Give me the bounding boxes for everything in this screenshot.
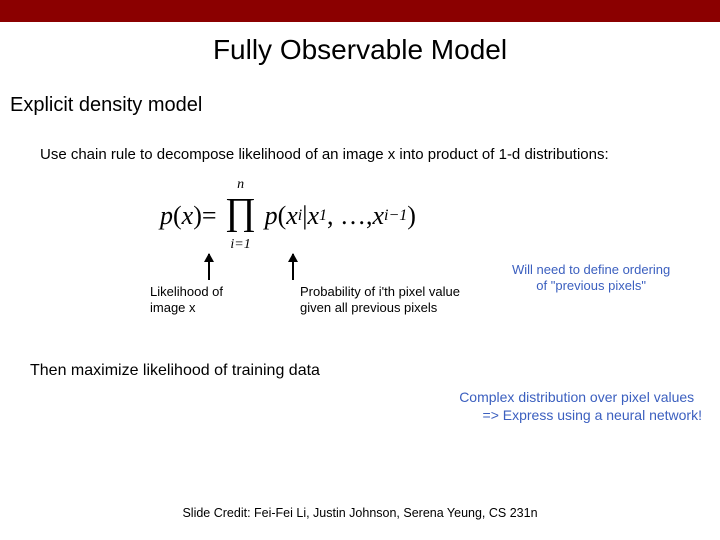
slide-subtitle: Explicit density model (10, 94, 720, 117)
arrow-left (208, 254, 210, 280)
complex-distribution-note: Complex distribution over pixel values =… (459, 388, 702, 424)
equals: = (202, 201, 217, 231)
annot-ordering-l2: of "previous pixels" (536, 278, 646, 293)
chain-rule-text: Use chain rule to decompose likelihood o… (40, 145, 720, 165)
maximize-text: Then maximize likelihood of training dat… (30, 362, 720, 380)
annot-likelihood: Likelihood of image x (150, 284, 223, 317)
header-bar (0, 0, 720, 22)
sub-im1: i−1 (384, 207, 407, 225)
annot-ordering: Will need to define ordering of "previou… (512, 262, 670, 295)
formula-xim1: x (373, 201, 385, 231)
formula-p-lhs: p (160, 201, 173, 231)
product-operator: n∏i=1 (221, 181, 261, 251)
complex-l1: Complex distribution over pixel values (459, 389, 694, 405)
slide-title: Fully Observable Model (0, 34, 720, 66)
annot-probability: Probability of i'th pixel value given al… (300, 284, 460, 317)
paren-open: ( (173, 201, 182, 231)
paren-open-2: ( (278, 201, 287, 231)
formula-x1: x (307, 201, 319, 231)
paren-close-2: ) (407, 201, 416, 231)
formula-container: p(x) = n∏i=1p(xi|x1, …, xi−1) (160, 179, 560, 254)
annot-probability-l2: given all previous pixels (300, 300, 437, 315)
sub-1: 1 (319, 207, 327, 225)
annot-likelihood-l2: image x (150, 300, 196, 315)
prod-lower: i=1 (221, 237, 261, 253)
complex-l2: => Express using a neural network! (483, 407, 702, 423)
paren-close: ) (193, 201, 202, 231)
arrow-right (292, 254, 294, 280)
annotations-row: Likelihood of image x Probability of i't… (0, 284, 720, 344)
annot-probability-l1: Probability of i'th pixel value (300, 284, 460, 299)
chain-rule-formula: p(x) = n∏i=1p(xi|x1, …, xi−1) (160, 179, 416, 254)
annot-likelihood-l1: Likelihood of (150, 284, 223, 299)
slide-credit: Slide Credit: Fei-Fei Li, Justin Johnson… (0, 506, 720, 520)
formula-x: x (182, 201, 194, 231)
annot-ordering-l1: Will need to define ordering (512, 262, 670, 277)
prod-symbol: ∏ (221, 193, 261, 231)
ellipsis: , …, (327, 201, 373, 231)
formula-p-rhs: p (265, 201, 278, 231)
formula-xi: x (286, 201, 298, 231)
